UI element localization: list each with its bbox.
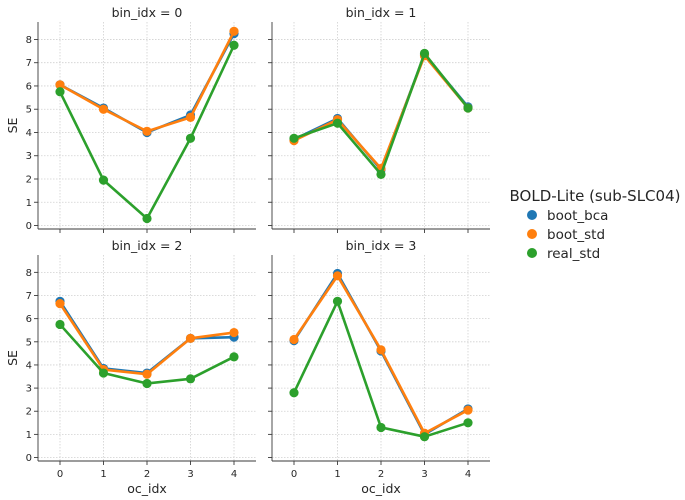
data-point xyxy=(185,133,196,143)
panel-title: bin_idx = 2 xyxy=(112,238,183,253)
legend-entry-label: real_std xyxy=(547,246,600,262)
y-tick-label: 3 xyxy=(26,151,32,162)
y-tick-label: 7 xyxy=(26,291,32,302)
data-point xyxy=(229,26,239,36)
y-tick-label: 4 xyxy=(26,128,32,139)
series-boot_std xyxy=(55,26,239,136)
data-point xyxy=(289,334,299,345)
data-point xyxy=(98,368,109,378)
y-tick-label: 5 xyxy=(26,337,32,348)
legend-marker xyxy=(527,248,537,258)
data-point xyxy=(55,319,65,330)
panel-title: bin_idx = 3 xyxy=(346,238,417,253)
data-point xyxy=(419,432,430,442)
data-point xyxy=(55,299,65,309)
gridlines xyxy=(38,22,256,229)
y-tick-label: 1 xyxy=(26,430,32,441)
series-real_std xyxy=(55,319,239,389)
data-point xyxy=(98,175,109,185)
y-tick-label: 1 xyxy=(26,198,32,209)
panel-title: bin_idx = 1 xyxy=(346,5,417,20)
x-tick-label: 2 xyxy=(144,469,150,480)
panel-0: 0 1 2 3 4 5 6 7 8 bin_idx = 0 SE xyxy=(5,5,256,233)
y-tick-label: 5 xyxy=(26,105,32,116)
data-point xyxy=(289,133,299,143)
legend-entry-label: boot_bca xyxy=(547,208,608,224)
legend-entry-label: boot_std xyxy=(547,227,605,243)
series-real_std xyxy=(55,40,239,224)
data-point xyxy=(185,112,196,122)
data-point xyxy=(332,271,343,281)
data-point xyxy=(463,103,473,113)
legend-title: BOLD-Lite (sub-SLC04) xyxy=(510,187,681,205)
data-point xyxy=(229,352,239,362)
series-line xyxy=(293,52,470,176)
x-axis-label: oc_idx xyxy=(361,481,401,496)
y-tick-label: 0 xyxy=(26,221,32,232)
y-tick-label: 8 xyxy=(26,35,32,46)
x-tick-label: 0 xyxy=(57,469,63,480)
data-point xyxy=(185,374,196,384)
x-tick-label: 4 xyxy=(231,469,237,480)
data-point xyxy=(289,388,299,398)
y-tick-label: 2 xyxy=(26,174,32,185)
gridlines xyxy=(272,22,490,229)
data-point xyxy=(55,87,65,97)
y-tick-label: 6 xyxy=(26,81,32,92)
data-point xyxy=(229,327,239,338)
x-tick-label: 0 xyxy=(291,469,297,480)
legend-marker xyxy=(527,229,537,239)
x-axis-label: oc_idx xyxy=(127,481,167,496)
gridlines xyxy=(38,255,256,461)
panel-title: bin_idx = 0 xyxy=(112,5,183,20)
y-axis-label: SE xyxy=(5,117,20,133)
series-boot_std xyxy=(289,271,473,438)
y-tick-label: 4 xyxy=(26,360,32,371)
series-real_std xyxy=(289,296,473,442)
data-point xyxy=(142,378,152,389)
legend-marker xyxy=(527,210,537,220)
y-tick-label: 8 xyxy=(26,268,32,279)
y-axis-label: SE xyxy=(5,350,20,366)
data-point xyxy=(98,104,109,114)
x-tick-label: 1 xyxy=(100,469,106,480)
y-tick-label: 3 xyxy=(26,384,32,395)
y-tick-label: 2 xyxy=(26,407,32,418)
data-point xyxy=(142,369,152,379)
x-tick-label: 3 xyxy=(187,469,193,480)
series-real_std xyxy=(289,48,473,179)
y-tick-label: 6 xyxy=(26,314,32,325)
data-point xyxy=(229,40,239,50)
data-point xyxy=(376,169,386,179)
x-tick-label: 4 xyxy=(465,469,471,480)
x-tick-label: 2 xyxy=(378,469,384,480)
data-point xyxy=(142,213,152,224)
series-boot_std xyxy=(55,299,239,379)
data-point xyxy=(55,80,65,90)
data-point xyxy=(332,296,343,306)
panel-2: 0 1 2 3 4 5 6 7 8 0 1 2 3 4 bin_idx = 2 SE oc_idx xyxy=(5,238,256,496)
data-point xyxy=(376,422,386,433)
x-tick-label: 1 xyxy=(334,469,340,480)
data-point xyxy=(142,126,152,136)
data-point xyxy=(419,48,430,58)
x-tick-label: 3 xyxy=(421,469,427,480)
data-point xyxy=(185,333,196,343)
y-tick-label: 0 xyxy=(26,453,32,464)
data-point xyxy=(376,345,386,355)
data-point xyxy=(463,418,473,428)
panel-3: 0 1 2 3 4 bin_idx = 3 oc_idx xyxy=(268,238,490,496)
legend: BOLD-Lite (sub-SLC04) boot_bca boot_stdrea… xyxy=(510,187,681,262)
panel-1: bin_idx = 1 xyxy=(268,5,490,233)
data-point xyxy=(463,405,473,415)
data-point xyxy=(332,118,343,128)
y-tick-label: 7 xyxy=(26,58,32,69)
